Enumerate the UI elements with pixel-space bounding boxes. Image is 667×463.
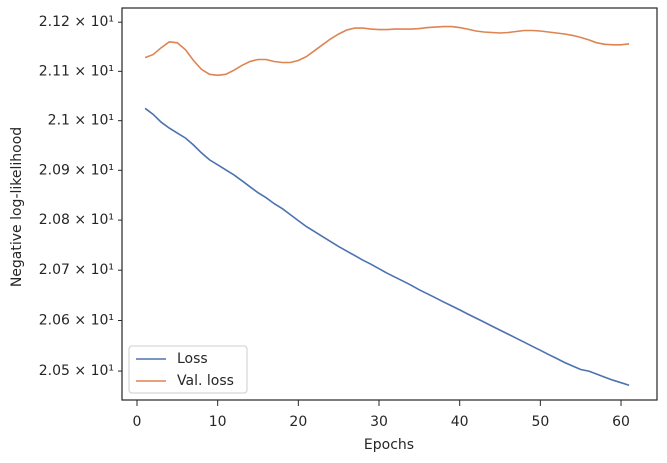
y-tick-label: 2.05 × 10¹ <box>39 363 114 379</box>
x-tick-label: 0 <box>133 414 142 430</box>
y-tick-label: 2.11 × 10¹ <box>39 63 114 79</box>
x-tick-label: 60 <box>612 414 630 430</box>
y-tick-label: 2.06 × 10¹ <box>39 313 114 329</box>
line-series <box>144 107 630 387</box>
y-tick-label: 2.12 × 10¹ <box>39 14 114 30</box>
y-tick-label: 2.09 × 10¹ <box>39 162 114 178</box>
y-tick-label: 2.1 × 10¹ <box>48 113 114 129</box>
legend-label: Loss <box>177 351 208 367</box>
y-axis-label: Negative log-likelihood <box>9 127 25 287</box>
legend-label: Val. loss <box>177 373 234 389</box>
x-tick-label: 30 <box>370 414 388 430</box>
plot-frame <box>121 7 658 401</box>
y-tick-label: 2.07 × 10¹ <box>39 262 114 278</box>
y-tick-label: 2.08 × 10¹ <box>39 212 114 228</box>
x-tick-label: 10 <box>209 414 227 430</box>
x-tick-label: 20 <box>289 414 307 430</box>
x-tick-label: 50 <box>531 414 549 430</box>
x-tick-label: 40 <box>451 414 469 430</box>
line-series <box>144 25 630 77</box>
x-axis-label: Epochs <box>364 437 414 453</box>
